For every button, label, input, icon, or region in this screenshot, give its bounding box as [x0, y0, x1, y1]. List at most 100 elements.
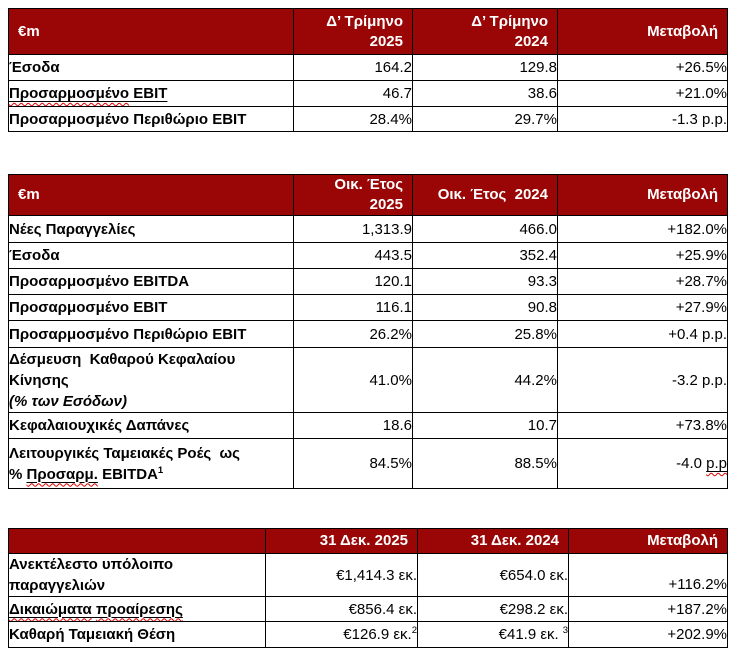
footnote-marker-2: 2 — [411, 625, 417, 636]
column-header-change: Μεταβολή — [557, 8, 728, 55]
value-2025: 443.5 — [293, 242, 413, 269]
row-label-operating-cash-flow: Λειτουργικές Ταμειακές Ροές ως % Προσαρμ… — [8, 438, 294, 489]
value-2025: €1,414.3 εκ. — [265, 553, 418, 597]
row-label-capex: Κεφαλαιουχικές Δαπάνες — [8, 412, 294, 439]
table-row: Έσοδα 164.2 129.8 +26.5% — [8, 54, 728, 81]
label-rest: EBITDA — [97, 465, 158, 483]
row-label-adjusted-ebitda: Προσαρμοσμένο EBITDA — [8, 268, 294, 295]
value-change: +116.2% — [568, 553, 728, 597]
row-label-net-cash-position: Καθαρή Ταμειακή Θέση — [8, 621, 266, 648]
value-2024: 10.7 — [412, 412, 558, 439]
value-2025: 116.1 — [293, 294, 413, 321]
value-2024: 38.6 — [412, 80, 558, 107]
value-change: +25.9% — [557, 242, 728, 269]
row-label-adjusted-ebit-margin: Προσαρμοσμένο Περιθώριο EBIT — [8, 106, 294, 132]
row-label-adjusted-ebit: Προσαρμοσμένο EBIT — [8, 80, 294, 107]
table-row: Δικαιώματα προαίρεσης €856.4 εκ. €298.2 … — [8, 596, 728, 622]
row-label-order-backlog: Ανεκτέλεστο υπόλοιπο παραγγελιών — [8, 553, 266, 597]
column-header-change: Μεταβολή — [568, 528, 728, 554]
label-rest: EBIT — [129, 85, 168, 102]
table-row: Προσαρμοσμένο EBIT 116.1 90.8 +27.9% — [8, 294, 728, 321]
spellcheck-word: προαίρεσης — [95, 600, 183, 618]
table-row: Καθαρή Ταμειακή Θέση €126.9 εκ.2 €41.9 ε… — [8, 621, 728, 648]
value-2025: €126.9 εκ.2 — [265, 621, 418, 648]
value-2024: €41.9 εκ. 3 — [417, 621, 569, 648]
value-2024: 25.8% — [412, 320, 558, 348]
row-label-net-working-capital: Δέσμευση Καθαρού Κεφαλαίου Κίνησης (% των… — [8, 347, 294, 413]
footnote-marker-1: 1 — [157, 464, 164, 476]
value-2025: 26.2% — [293, 320, 413, 348]
table-row: Έσοδα 443.5 352.4 +25.9% — [8, 242, 728, 269]
underlined-label: Δικαιώματα προαίρεσης — [9, 600, 183, 618]
value-change: +202.9% — [568, 621, 728, 648]
spellcheck-word: Δικαιώματα — [9, 600, 92, 618]
column-header-empty — [8, 528, 266, 554]
value-change: +0.4 p.p. — [557, 320, 728, 348]
value-2024: €298.2 εκ. — [417, 596, 569, 622]
spacer — [8, 132, 739, 174]
value-2025: 164.2 — [293, 54, 413, 81]
column-header-metric-unit: €m — [8, 174, 294, 216]
value-2025: 46.7 — [293, 80, 413, 107]
balance-sheet-items-table: 31 Δεκ. 2025 31 Δεκ. 2024 Μεταβολή Ανεκτ… — [8, 528, 728, 648]
table-row: Προσαρμοσμένο Περιθώριο EBIT 28.4% 29.7%… — [8, 106, 728, 132]
label-subnote: (% των Εσόδων) — [9, 392, 128, 410]
value-2025: €856.4 εκ. — [265, 596, 418, 622]
column-header-fy-2025: Οικ. Έτος 2025 — [293, 174, 413, 216]
column-header-dec-2025: 31 Δεκ. 2025 — [265, 528, 418, 554]
value-2024: 88.5% — [412, 438, 558, 489]
value-change: -4.0 p.p — [557, 438, 728, 489]
underlined-label: Προσαρμοσμένο EBIT — [10, 85, 168, 102]
label-prefix: Λειτουργικές Ταμειακές Ροές ως % — [9, 444, 240, 483]
fiscal-year-results-table: €m Οικ. Έτος 2025 Οικ. Έτος 2024 Μεταβολ… — [8, 174, 728, 489]
spellcheck-word: p.p — [706, 455, 727, 472]
value-main: €126.9 εκ. — [343, 626, 412, 643]
column-header-change: Μεταβολή — [557, 174, 728, 216]
value-2024: 29.7% — [412, 106, 558, 132]
value-2024: 129.8 — [412, 54, 558, 81]
column-header-dec-2024: 31 Δεκ. 2024 — [417, 528, 569, 554]
value-2025: 1,313.9 — [293, 215, 413, 243]
value-2025: 41.0% — [293, 347, 413, 413]
value-2024: €654.0 εκ. — [417, 553, 569, 597]
footnote-marker-3: 3 — [562, 625, 568, 636]
table-row: Νέες Παραγγελίες 1,313.9 466.0 +182.0% — [8, 215, 728, 243]
value-2024: 352.4 — [412, 242, 558, 269]
value-2024: 466.0 — [412, 215, 558, 243]
table-row: Ανεκτέλεστο υπόλοιπο παραγγελιών €1,414.… — [8, 553, 728, 597]
value-change: -1.3 p.p. — [557, 106, 728, 132]
row-label-adjusted-ebit-margin: Προσαρμοσμένο Περιθώριο EBIT — [8, 320, 294, 348]
value-main: €41.9 εκ. — [498, 626, 559, 643]
value-2025: 120.1 — [293, 268, 413, 295]
row-label-revenue: Έσοδα — [8, 242, 294, 269]
value-change: -3.2 p.p. — [557, 347, 728, 413]
table-row: Δέσμευση Καθαρού Κεφαλαίου Κίνησης (% των… — [8, 347, 728, 413]
table-row: Προσαρμοσμένο EBITDA 120.1 93.3 +28.7% — [8, 268, 728, 295]
underlined-label: Προσαρμ. — [27, 466, 98, 483]
value-2025: 84.5% — [293, 438, 413, 489]
row-label-adjusted-ebit: Προσαρμοσμένο EBIT — [8, 294, 294, 321]
table-row: Λειτουργικές Ταμειακές Ροές ως % Προσαρμ… — [8, 438, 728, 489]
column-header-fy-2024: Οικ. Έτος 2024 — [412, 174, 558, 216]
value-change: +187.2% — [568, 596, 728, 622]
value-2024: 93.3 — [412, 268, 558, 295]
table-header-row: €m Δ’ Τρίμηνο 2025 Δ’ Τρίμηνο 2024 Μεταβ… — [8, 8, 728, 55]
table-row: Κεφαλαιουχικές Δαπάνες 18.6 10.7 +73.8% — [8, 412, 728, 439]
spellcheck-word: Προσαρμ. — [26, 465, 98, 483]
value-change: +73.8% — [557, 412, 728, 439]
table-row: Προσαρμοσμένο Περιθώριο EBIT 26.2% 25.8%… — [8, 320, 728, 348]
value-change: +182.0% — [557, 215, 728, 243]
column-header-q4-2025: Δ’ Τρίμηνο 2025 — [293, 8, 413, 55]
column-header-metric-unit: €m — [8, 8, 294, 55]
value-2025: 18.6 — [293, 412, 413, 439]
column-header-q4-2024: Δ’ Τρίμηνο 2024 — [412, 8, 558, 55]
label-main: Δέσμευση Καθαρού Κεφαλαίου Κίνησης — [9, 350, 236, 389]
quarterly-results-table: €m Δ’ Τρίμηνο 2025 Δ’ Τρίμηνο 2024 Μεταβ… — [8, 8, 728, 132]
value-2025: 28.4% — [293, 106, 413, 132]
value-change: +28.7% — [557, 268, 728, 295]
value-change: +27.9% — [557, 294, 728, 321]
row-label-revenue: Έσοδα — [8, 54, 294, 81]
table-header-row: 31 Δεκ. 2025 31 Δεκ. 2024 Μεταβολή — [8, 528, 728, 554]
underlined-text: p.p — [706, 455, 727, 472]
